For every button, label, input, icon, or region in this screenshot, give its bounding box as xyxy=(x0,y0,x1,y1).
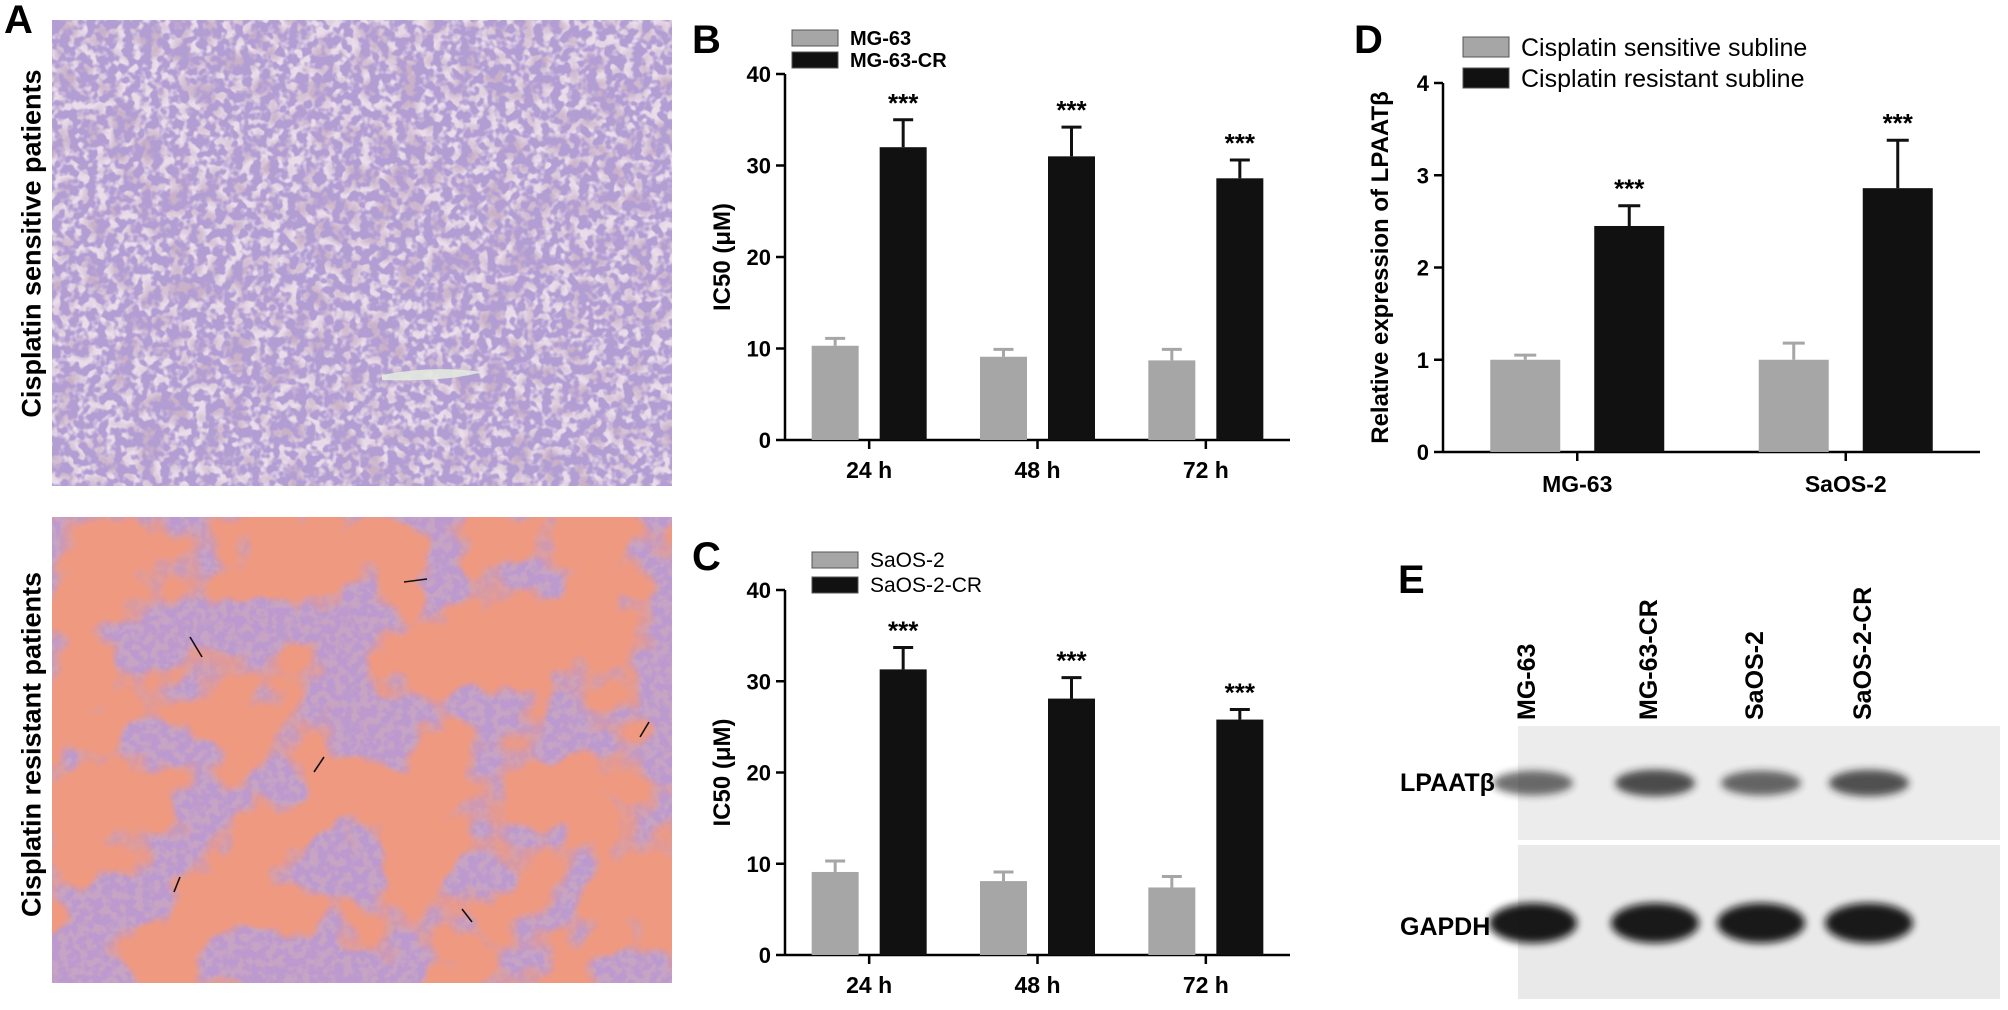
bar-cisplatin-sensitive-subline xyxy=(1490,359,1561,452)
bar-mg-63-cr xyxy=(1216,178,1264,440)
bar-mg-63 xyxy=(980,356,1027,440)
significance-label: *** xyxy=(1883,108,1914,138)
y-tick-label: 0 xyxy=(1417,440,1429,465)
gapdh-band xyxy=(1717,903,1805,943)
y-tick-label: 10 xyxy=(747,852,771,877)
y-tick-label: 10 xyxy=(747,337,771,362)
legend-label: SaOS-2 xyxy=(870,549,945,572)
row-label-gapdh: GAPDH xyxy=(1400,913,1490,941)
bar-cisplatin-sensitive-subline xyxy=(1758,359,1829,452)
x-tick-label: 24 h xyxy=(846,972,892,998)
bar-saos-2-cr xyxy=(879,669,927,955)
significance-label: *** xyxy=(1225,678,1256,708)
bar-saos-2 xyxy=(980,881,1027,955)
lane-label: SaOS-2-CR xyxy=(1849,587,1877,720)
bar-cisplatin-resistant-subline xyxy=(1594,225,1665,452)
legend-swatch xyxy=(1462,36,1510,58)
significance-label: *** xyxy=(1614,174,1645,204)
legend-swatch xyxy=(811,551,859,569)
x-tick-label: 24 h xyxy=(846,457,892,483)
lane-label: MG-63 xyxy=(1513,644,1541,720)
y-tick-label: 30 xyxy=(747,154,771,179)
y-tick-label: 40 xyxy=(747,62,771,87)
bar-mg-63-cr xyxy=(1048,156,1095,440)
x-tick-label: 72 h xyxy=(1183,457,1229,483)
y-tick-label: 0 xyxy=(759,943,771,968)
resistant-micrograph xyxy=(52,517,672,983)
y-tick-label: 40 xyxy=(747,578,771,603)
significance-label: *** xyxy=(1056,95,1087,125)
gapdh-band xyxy=(1611,903,1699,943)
y-tick-label: 30 xyxy=(747,669,771,694)
significance-label: *** xyxy=(888,88,919,118)
bar-saos-2-cr xyxy=(1048,698,1095,955)
bar-mg-63 xyxy=(1148,360,1196,440)
top-image-label: Cisplatin sensitive patients xyxy=(16,69,47,418)
significance-label: *** xyxy=(1225,128,1256,158)
y-tick-label: 0 xyxy=(759,428,771,453)
legend-swatch xyxy=(791,51,839,69)
y-tick-label: 20 xyxy=(747,761,771,786)
significance-label: *** xyxy=(1056,646,1087,676)
panel-letter-c: C xyxy=(692,535,721,579)
legend-swatch xyxy=(1462,67,1510,89)
legend-label: SaOS-2-CR xyxy=(870,574,982,597)
legend-label: MG-63 xyxy=(850,28,911,50)
y-axis-label: IC50 (μM) xyxy=(709,203,736,311)
legend-swatch xyxy=(811,576,859,594)
y-tick-label: 20 xyxy=(747,245,771,270)
panel-letter-e: E xyxy=(1398,558,1425,602)
x-tick-label: SaOS-2 xyxy=(1805,471,1887,497)
bar-saos-2 xyxy=(1148,887,1196,955)
chart-c: 0 10 20 30 40 IC50 (μM) 24 h *** 48 h *** 72 h *** S… xyxy=(709,549,1290,998)
lane-label: SaOS-2 xyxy=(1741,631,1769,720)
bottom-image-label: Cisplatin resistant patients xyxy=(16,571,47,918)
chart-d: 0 1 2 3 4 Relative expression of LPAATβ MG-63 *… xyxy=(1367,34,1980,497)
western-blot: MG-63 MG-63-CR SaOS-2 SaOS-2-CR LPAATβ GAPDH xyxy=(1400,587,2000,999)
lpaat-band xyxy=(1493,770,1573,796)
gapdh-band xyxy=(1825,903,1913,943)
y-axis-label: Relative expression of LPAATβ xyxy=(1367,91,1394,444)
panel-letter-b: B xyxy=(692,18,721,62)
x-tick-label: MG-63 xyxy=(1542,471,1612,497)
legend-label: Cisplatin resistant subline xyxy=(1521,65,1804,93)
lpaat-band xyxy=(1829,769,1909,797)
sensitive-micrograph xyxy=(52,20,672,486)
bar-saos-2-cr xyxy=(1216,719,1264,955)
lpaat-band xyxy=(1615,769,1695,797)
x-tick-label: 72 h xyxy=(1183,972,1229,998)
lane-label: MG-63-CR xyxy=(1635,599,1663,720)
significance-label: *** xyxy=(888,615,919,645)
y-tick-label: 2 xyxy=(1417,256,1429,281)
y-tick-label: 3 xyxy=(1417,163,1429,188)
legend-label: Cisplatin sensitive subline xyxy=(1521,34,1807,62)
gapdh-band xyxy=(1489,903,1577,943)
bar-mg-63 xyxy=(811,345,859,440)
row-label-lpaat: LPAATβ xyxy=(1400,769,1495,797)
lpaat-band xyxy=(1721,770,1801,796)
legend-label: MG-63-CR xyxy=(850,50,947,72)
panel-letter-d: D xyxy=(1354,18,1383,62)
y-tick-label: 4 xyxy=(1417,71,1430,96)
y-tick-label: 1 xyxy=(1417,348,1429,373)
x-tick-label: 48 h xyxy=(1014,457,1060,483)
panel-letter-a: A xyxy=(4,0,33,42)
bar-mg-63-cr xyxy=(879,147,927,440)
y-axis-label: IC50 (μM) xyxy=(709,718,736,826)
bar-saos-2 xyxy=(811,871,859,955)
chart-b: 0 10 20 30 40 IC50 (μM) 24 h *** 48 h *** 72 h *** M… xyxy=(709,28,1290,483)
legend-swatch xyxy=(791,29,839,47)
bar-cisplatin-resistant-subline xyxy=(1862,188,1933,453)
x-tick-label: 48 h xyxy=(1014,972,1060,998)
